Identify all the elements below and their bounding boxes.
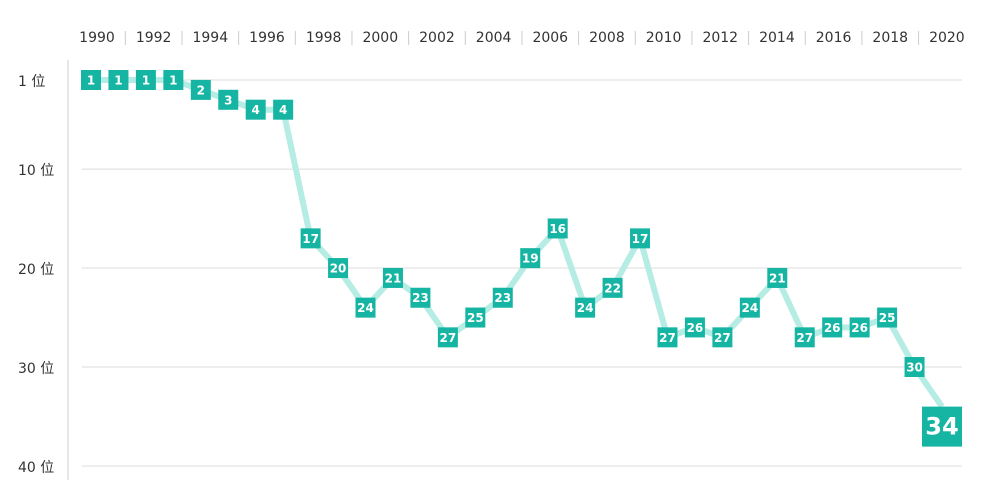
marker (355, 297, 376, 318)
x-tick-label: 2010 (646, 30, 682, 46)
marker (922, 406, 962, 447)
marker (218, 89, 239, 110)
marker (822, 317, 843, 338)
marker (767, 267, 788, 288)
marker (575, 297, 596, 318)
marker (877, 307, 898, 328)
data-label: 23 (494, 291, 511, 305)
marker (190, 79, 211, 100)
data-label: 25 (467, 311, 484, 325)
marker (300, 228, 321, 249)
line (91, 77, 945, 409)
marker (163, 70, 184, 90)
data-label: 24 (741, 301, 758, 315)
data-label: 27 (440, 331, 457, 345)
x-tick-label: 2014 (759, 30, 795, 46)
y-tick-label: 40 位 (18, 460, 54, 476)
marker (273, 99, 294, 120)
data-label: 1 (87, 74, 95, 88)
data-label: 30 (906, 361, 923, 375)
data-label: 1 (142, 74, 150, 88)
y-tick-label: 10 位 (18, 163, 54, 179)
marker (657, 327, 678, 348)
data-label: 17 (302, 232, 319, 246)
x-tick-label: 2012 (702, 30, 738, 46)
data-label: 26 (851, 321, 868, 335)
marker (81, 70, 101, 90)
marker (108, 70, 129, 90)
marker (492, 287, 513, 308)
data-label: 27 (714, 331, 731, 345)
data-label: 24 (357, 301, 374, 315)
marker (465, 307, 486, 328)
marker (410, 287, 431, 308)
data-label: 21 (769, 271, 786, 285)
data-label: 17 (632, 232, 649, 246)
data-label: 26 (824, 321, 841, 335)
marker (437, 327, 458, 348)
data-label: 4 (252, 103, 260, 117)
marker (630, 228, 651, 249)
marker (245, 99, 266, 120)
y-tick-label: 30 位 (18, 361, 54, 377)
x-tick-label: 1996 (249, 30, 285, 46)
data-label: 3 (224, 93, 232, 107)
data-label: 20 (330, 262, 347, 276)
data-label: 2 (197, 83, 205, 97)
marker (849, 317, 870, 338)
x-tick-label: 2016 (816, 30, 852, 46)
x-tick-label: 1998 (306, 30, 342, 46)
marker (328, 258, 349, 279)
x-tick-label: 2000 (362, 30, 398, 46)
x-tick-label: 2006 (532, 30, 568, 46)
marker (712, 327, 733, 348)
x-tick-label: 2020 (929, 30, 965, 46)
data-label: 19 (522, 252, 539, 266)
data-label: 16 (549, 222, 566, 236)
data-label: 24 (577, 301, 594, 315)
data-label: 27 (796, 331, 813, 345)
marker (739, 297, 760, 318)
x-tick-label: 2008 (589, 30, 625, 46)
y-tick-label: 20 位 (18, 262, 54, 278)
data-label: 34 (925, 413, 958, 441)
x-tick-label: 2018 (872, 30, 908, 46)
x-tick-label: 1992 (136, 30, 172, 46)
data-label: 25 (879, 311, 896, 325)
x-tick-label: 2002 (419, 30, 455, 46)
x-tick-label: 2004 (476, 30, 512, 46)
marker (794, 327, 815, 348)
y-tick-label: 1 位 (18, 74, 45, 90)
data-label: 27 (659, 331, 676, 345)
x-tick-label: 1994 (192, 30, 228, 46)
marker (547, 218, 568, 239)
x-tick-label: 1990 (79, 30, 115, 46)
marker (904, 357, 925, 378)
data-label: 4 (279, 103, 287, 117)
marker (684, 317, 705, 338)
data-label: 21 (385, 271, 402, 285)
data-label: 1 (114, 74, 122, 88)
marker (602, 277, 623, 298)
marker (520, 248, 541, 269)
data-label: 1 (169, 74, 177, 88)
data-label: 26 (687, 321, 704, 335)
data-label: 23 (412, 291, 429, 305)
marker (135, 70, 156, 90)
data-label: 22 (604, 281, 621, 295)
marker (382, 267, 403, 288)
